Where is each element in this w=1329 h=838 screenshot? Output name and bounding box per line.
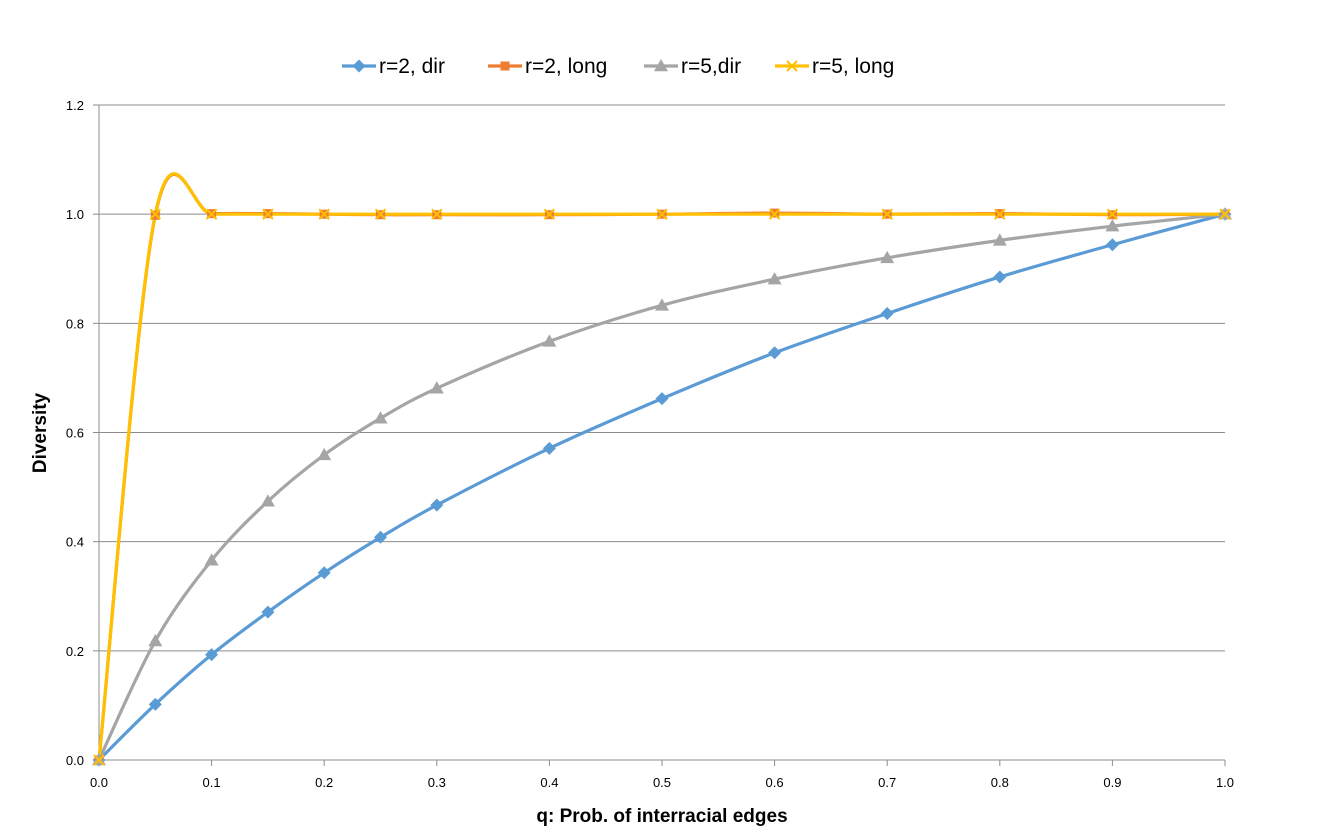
x-tick-label: 1.0 bbox=[1216, 775, 1234, 790]
data-point-series-4 bbox=[656, 208, 668, 220]
x-tick-label: 0.0 bbox=[90, 775, 108, 790]
series-line-1 bbox=[97, 212, 1227, 762]
x-axis-title: q: Prob. of interracial edges bbox=[536, 806, 787, 827]
data-point-series-1 bbox=[148, 697, 162, 711]
data-point-series-4 bbox=[318, 208, 330, 220]
legend-item-1: r=2, dir bbox=[342, 55, 445, 78]
data-point-series-1 bbox=[768, 346, 782, 360]
y-tick-label: 0.0 bbox=[66, 753, 84, 768]
axes: 0.0 0.2 0.4 0.6 0.8 1.0 1.2 0.0 0.1 0.2 0.3 0.4 0.5 0… bbox=[66, 98, 1234, 790]
legend: r=2, dir r=2, long r=5,dir r=5, long bbox=[342, 55, 894, 78]
y-tick-label: 0.6 bbox=[66, 426, 84, 441]
x-tick-label: 0.3 bbox=[428, 775, 446, 790]
data-point-series-4 bbox=[881, 208, 893, 220]
series-markers bbox=[92, 207, 1232, 767]
x-tick-label: 0.7 bbox=[878, 775, 896, 790]
y-tick-label: 0.8 bbox=[66, 316, 84, 331]
legend-swatch-marker bbox=[654, 59, 668, 72]
data-point-series-4 bbox=[1219, 208, 1231, 220]
data-point-series-4 bbox=[374, 208, 387, 220]
gridlines bbox=[99, 104, 1225, 761]
data-point-series-3 bbox=[880, 250, 895, 264]
y-tick-label: 1.2 bbox=[66, 98, 84, 113]
legend-label: r=5,dir bbox=[681, 55, 741, 78]
x-tick-label: 0.5 bbox=[653, 775, 671, 790]
series-line-4 bbox=[97, 172, 1227, 762]
data-point-series-1 bbox=[317, 566, 331, 580]
data-point-series-3 bbox=[1105, 219, 1120, 232]
x-tick-label: 0.1 bbox=[203, 775, 221, 790]
legend-label: r=2, long bbox=[525, 55, 607, 78]
legend-item-3: r=5,dir bbox=[644, 55, 741, 78]
data-point-series-1 bbox=[655, 392, 669, 406]
data-point-series-3 bbox=[148, 634, 163, 647]
x-tick-label: 0.6 bbox=[766, 775, 784, 790]
series-line-2 bbox=[97, 172, 1227, 762]
legend-item-4: r=5, long bbox=[775, 55, 894, 78]
data-point-series-1 bbox=[205, 648, 219, 662]
x-tick-label: 0.9 bbox=[1103, 775, 1121, 790]
data-point-series-4 bbox=[768, 208, 781, 220]
series-line-3 bbox=[97, 212, 1227, 762]
data-point-series-4 bbox=[431, 208, 443, 220]
data-point-series-3 bbox=[317, 447, 332, 461]
data-point-series-3 bbox=[260, 494, 275, 507]
data-point-series-4 bbox=[262, 208, 274, 220]
data-point-series-3 bbox=[429, 381, 444, 394]
data-point-series-3 bbox=[373, 411, 388, 424]
legend-swatch-marker bbox=[352, 59, 366, 73]
x-tick-label: 0.8 bbox=[991, 775, 1009, 790]
y-tick-label: 1.0 bbox=[66, 207, 84, 222]
legend-label: r=2, dir bbox=[379, 55, 445, 78]
data-point-series-4 bbox=[93, 754, 105, 766]
legend-label: r=5, long bbox=[812, 55, 894, 78]
legend-swatch-marker bbox=[500, 61, 510, 71]
x-tick-label: 0.2 bbox=[315, 775, 333, 790]
data-point-series-4 bbox=[149, 208, 162, 220]
data-point-series-3 bbox=[655, 298, 669, 311]
data-point-series-1 bbox=[261, 605, 275, 619]
y-tick-label: 0.4 bbox=[66, 535, 84, 550]
data-point-series-4 bbox=[205, 208, 218, 220]
data-point-series-1 bbox=[993, 270, 1007, 284]
data-point-series-4 bbox=[1106, 208, 1119, 220]
data-point-series-1 bbox=[1105, 238, 1119, 252]
data-point-series-1 bbox=[374, 530, 387, 544]
data-point-series-3 bbox=[767, 272, 782, 285]
data-point-series-4 bbox=[543, 208, 556, 220]
y-tick-label: 0.2 bbox=[66, 644, 84, 659]
data-point-series-3 bbox=[542, 334, 557, 347]
legend-item-2: r=2, long bbox=[488, 55, 607, 78]
data-point-series-1 bbox=[542, 441, 556, 455]
data-point-series-1 bbox=[880, 307, 894, 321]
data-point-series-3 bbox=[992, 233, 1007, 246]
data-point-series-1 bbox=[430, 498, 444, 512]
x-tick-label: 0.4 bbox=[540, 775, 558, 790]
data-point-series-3 bbox=[204, 553, 219, 566]
series-lines bbox=[97, 172, 1227, 762]
legend-swatch-marker bbox=[786, 60, 798, 72]
y-axis-title: Diversity bbox=[30, 392, 51, 473]
data-point-series-4 bbox=[994, 208, 1006, 220]
